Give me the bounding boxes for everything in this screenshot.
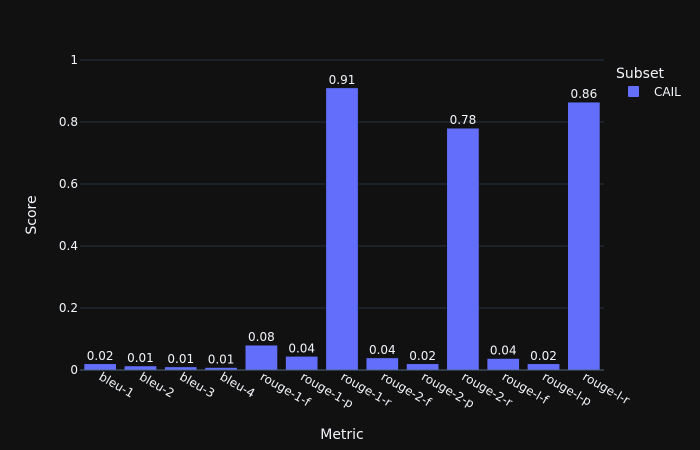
data-label-rouge-1-r: 0.91 bbox=[329, 73, 356, 87]
bar-rouge-l-r[interactable] bbox=[567, 101, 601, 371]
x-tick-label-bleu-2: bleu-2 bbox=[137, 369, 177, 400]
bar-rouge-l-f[interactable] bbox=[486, 358, 520, 371]
x-axis-title: Metric bbox=[320, 427, 364, 443]
bar-bleu-1[interactable] bbox=[83, 363, 117, 371]
data-label-bleu-4: 0.01 bbox=[208, 353, 235, 367]
bar-rouge-2-f[interactable] bbox=[365, 357, 399, 371]
data-label-rouge-l-r: 0.86 bbox=[570, 87, 597, 101]
data-label-rouge-2-p: 0.02 bbox=[409, 349, 436, 363]
data-label-rouge-2-r: 0.78 bbox=[450, 113, 477, 127]
data-label-rouge-l-p: 0.02 bbox=[530, 349, 557, 363]
data-label-rouge-1-p: 0.04 bbox=[288, 341, 315, 355]
y-tick-labels: 0 0.2 0.4 0.6 0.8 1 bbox=[59, 53, 78, 377]
y-tick-label: 0.4 bbox=[59, 239, 78, 253]
data-label-rouge-2-f: 0.04 bbox=[369, 343, 396, 357]
bar-rouge-2-p[interactable] bbox=[406, 363, 439, 371]
x-tick-label-bleu-4: bleu-4 bbox=[218, 369, 258, 400]
bar-rouge-2-r[interactable] bbox=[446, 127, 480, 371]
x-tick-labels: bleu-1 bleu-2 bleu-3 bleu-4 rouge-1-frouge-1… bbox=[97, 369, 632, 410]
bar-rouge-1-f[interactable] bbox=[245, 344, 278, 371]
data-label-rouge-1-f: 0.08 bbox=[248, 330, 275, 344]
bar-rouge-1-r[interactable] bbox=[325, 87, 359, 371]
data-label-bleu-1: 0.02 bbox=[87, 349, 114, 363]
bar-rouge-l-p[interactable] bbox=[527, 363, 560, 371]
data-label-rouge-l-f: 0.04 bbox=[490, 344, 517, 358]
legend-label-cail[interactable]: CAIL bbox=[654, 85, 681, 99]
data-label-bleu-2: 0.01 bbox=[127, 351, 154, 365]
bars bbox=[83, 87, 601, 371]
data-label-bleu-3: 0.01 bbox=[167, 352, 194, 366]
data-labels: 0.02 0.01 0.01 0.01 0.08 0.04 0.91 0.04 0.02 0.78… bbox=[87, 73, 597, 367]
y-tick-label: 1 bbox=[70, 53, 78, 67]
y-tick-label: 0 bbox=[70, 363, 78, 377]
x-tick-label-bleu-1: bleu-1 bbox=[97, 369, 137, 400]
legend: Subset CAIL bbox=[616, 66, 681, 99]
legend-title: Subset bbox=[616, 66, 665, 82]
bar-bleu-2[interactable] bbox=[124, 365, 157, 371]
y-tick-label: 0.2 bbox=[59, 301, 78, 315]
y-tick-label: 0.6 bbox=[59, 177, 78, 191]
y-axis-title: Score bbox=[24, 195, 40, 234]
x-tick-label-bleu-3: bleu-3 bbox=[177, 369, 217, 400]
y-tick-label: 0.8 bbox=[59, 115, 78, 129]
bar-rouge-1-p[interactable] bbox=[285, 356, 319, 371]
legend-swatch-cail[interactable] bbox=[628, 86, 639, 97]
